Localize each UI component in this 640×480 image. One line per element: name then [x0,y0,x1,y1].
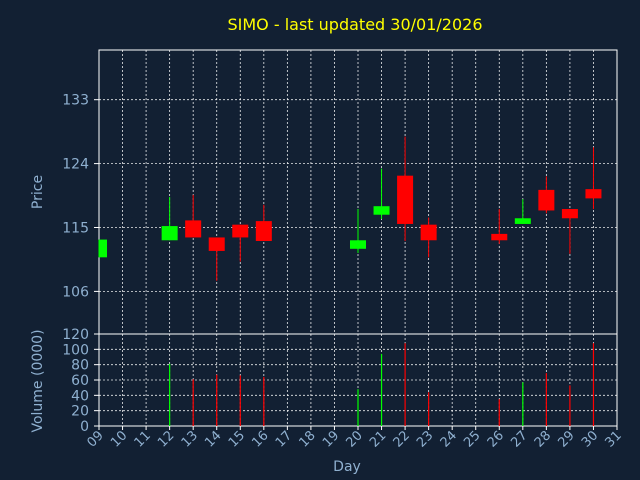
x-tick-label: 29 [555,428,577,450]
candle-body [561,209,578,219]
x-ticks: 09 10 11 12 13 14 15 16 17 18 19 20 21 22 23 24 25 26 27 28… [85,426,625,451]
candle-16 [255,204,272,241]
price-tick-label: 115 [62,221,89,237]
candle-15 [232,224,249,262]
candle-body [585,189,602,199]
x-tick-label: 12 [155,428,177,450]
price-tick-label: 133 [62,93,89,109]
candle-body [350,240,366,249]
volume-tick-label: 80 [71,358,89,374]
candles [98,136,602,281]
volume-tick-label: 100 [62,342,89,358]
volume-axis-label: Volume (0000) [30,329,46,432]
candle-26 [491,209,508,244]
candle-body [161,226,178,241]
candle-body [397,175,414,224]
volume-tick-label: 0 [80,419,89,435]
price-panel: 106 115 124 133 [62,49,618,335]
price-tick-label: 124 [62,157,89,173]
candle-20 [350,209,366,254]
x-tick-label: 13 [179,428,201,450]
chart-title: SIMO - last updated 30/01/2026 [228,15,483,34]
candle-30 [585,147,602,210]
x-tick-label: 11 [132,428,154,450]
x-tick-label: 31 [603,428,625,450]
x-axis-label: Day [333,459,361,475]
candle-body [185,220,202,238]
x-tick-label: 14 [202,428,224,450]
candle-body [232,224,249,238]
volume-bars [169,343,595,426]
candle-body [255,221,272,241]
x-tick-label: 16 [249,428,271,450]
candle-27 [514,199,531,224]
candle-28 [538,176,555,214]
candle-14 [208,237,225,281]
candle-body [373,206,390,215]
x-tick-label: 18 [296,428,318,450]
price-y-ticks: 106 115 124 133 [62,93,99,300]
candle-body [208,237,225,251]
candle-body [99,239,107,258]
x-tick-label: 27 [508,428,530,450]
x-tick-label: 17 [273,428,295,450]
x-tick-label: 24 [438,428,460,450]
volume-tick-label: 60 [71,373,89,389]
price-tick-label: 106 [62,284,89,300]
x-tick-label: 15 [226,428,248,450]
candle-22 [397,136,414,241]
candle-21 [373,168,390,219]
x-tick-label: 30 [579,428,601,450]
x-tick-label: 26 [485,428,507,450]
price-axis-label: Price [30,175,46,209]
candle-body [514,218,531,224]
candle-29 [561,209,578,254]
x-tick-label: 20 [344,428,366,450]
x-tick-label: 19 [320,428,342,450]
candle-body [420,224,437,241]
candle-body [538,189,555,211]
x-tick-label: 10 [108,428,130,450]
volume-tick-label: 40 [71,388,89,404]
x-tick-label: 28 [532,428,554,450]
candle-23 [420,217,437,258]
candle-12 [161,196,178,241]
candle-13 [185,194,202,238]
volume-tick-label: 20 [71,404,89,420]
x-tick-label: 21 [367,428,389,450]
candle-09 [98,239,107,258]
candle-body [491,233,508,241]
x-tick-label: 25 [461,428,483,450]
x-tick-label: 22 [391,428,413,450]
volume-tick-label: 120 [62,327,89,343]
x-tick-label: 23 [414,428,436,450]
